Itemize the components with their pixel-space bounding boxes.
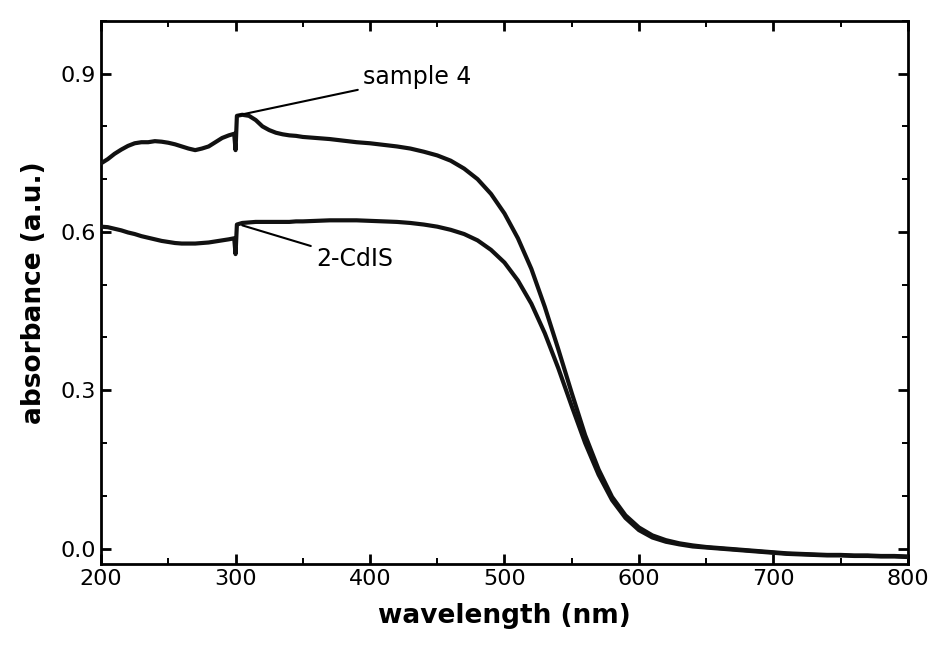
Text: sample 4: sample 4 [238,65,471,115]
X-axis label: wavelength (nm): wavelength (nm) [378,603,631,629]
Y-axis label: absorbance (a.u.): absorbance (a.u.) [21,161,47,424]
Text: 2-CdIS: 2-CdIS [242,226,393,271]
